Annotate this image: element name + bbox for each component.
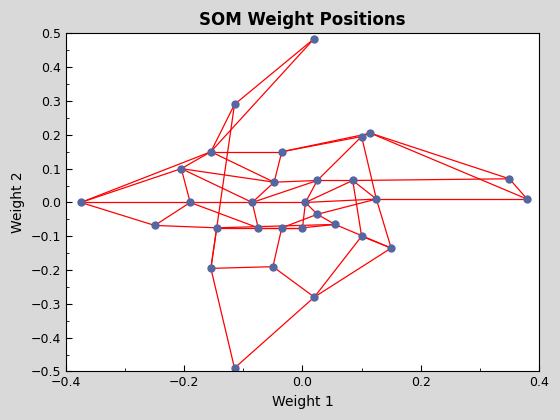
Y-axis label: Weight 2: Weight 2: [11, 172, 25, 233]
X-axis label: Weight 1: Weight 1: [272, 395, 333, 409]
Title: SOM Weight Positions: SOM Weight Positions: [199, 11, 406, 29]
